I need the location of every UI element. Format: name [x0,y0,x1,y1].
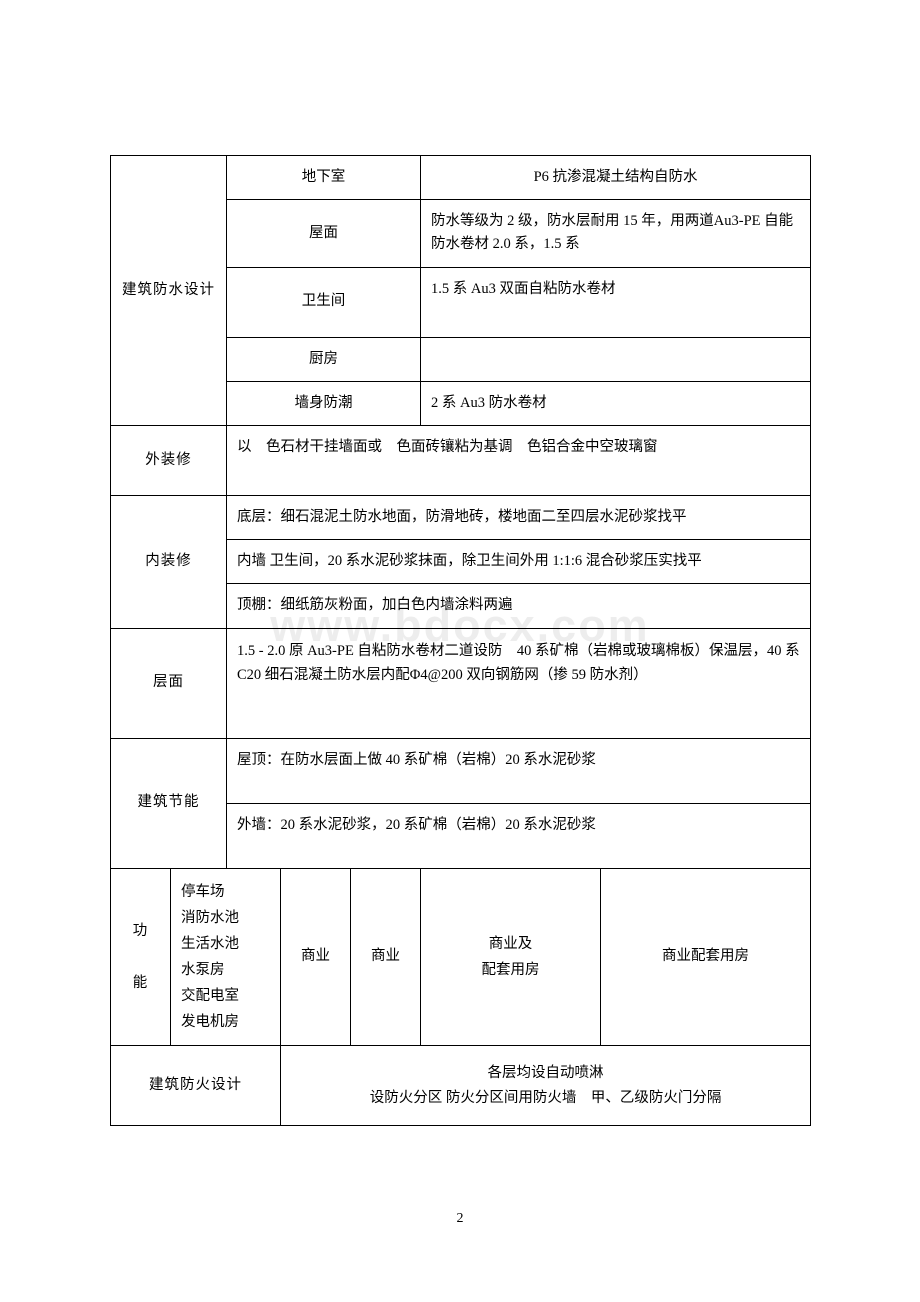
document-page: www.bdocx.com 建筑防水设计 地下室 P6 抗渗混凝土结构自防水 屋… [0,0,920,1302]
waterproof-header: 建筑防水设计 [111,156,227,426]
energy-header: 建筑节能 [111,738,227,868]
roof-layer-header: 层面 [111,628,227,738]
exterior-header: 外装修 [111,425,227,495]
function-label-1: 功 [133,923,149,939]
table-row: 建筑防水设计 地下室 P6 抗渗混凝土结构自防水 [111,156,811,200]
function-col4: 商业及配套用房 [421,868,601,1046]
table-row: 功 能 停车场消防水池生活水池水泵房交配电室发电机房 商业 商业 商业及配套用房… [111,868,811,1046]
table-row: 内装修 底层：细石混泥土防水地面，防滑地砖，楼地面二至四层水泥砂浆找平 [111,495,811,539]
waterproof-damp-desc: 2 系 Au3 防水卷材 [421,381,811,425]
waterproof-kitchen-desc [421,337,811,381]
function-col3: 商业 [351,868,421,1046]
function-col1: 停车场消防水池生活水池水泵房交配电室发电机房 [171,868,281,1046]
waterproof-basement-label: 地下室 [227,156,421,200]
waterproof-roof-desc: 防水等级为 2 级，防水层耐用 15 年，用两道Au3-PE 自能防水卷材 2.… [421,200,811,267]
roof-layer-desc: 1.5 - 2.0 原 Au3-PE 自粘防水卷材二道设防 40 系矿棉（岩棉或… [227,628,811,738]
interior-header: 内装修 [111,495,227,628]
spec-table: 建筑防水设计 地下室 P6 抗渗混凝土结构自防水 屋面 防水等级为 2 级，防水… [110,155,811,1126]
interior-floor: 底层：细石混泥土防水地面，防滑地砖，楼地面二至四层水泥砂浆找平 [227,495,811,539]
table-row: 建筑节能 屋顶：在防水层面上做 40 系矿棉（岩棉）20 系水泥砂浆 [111,738,811,803]
table-row: 层面 1.5 - 2.0 原 Au3-PE 自粘防水卷材二道设防 40 系矿棉（… [111,628,811,738]
function-header: 功 能 [111,868,171,1046]
waterproof-bath-label: 卫生间 [227,267,421,337]
interior-ceiling: 顶棚：细纸筋灰粉面，加白色内墙涂料两遍 [227,584,811,628]
energy-roof: 屋顶：在防水层面上做 40 系矿棉（岩棉）20 系水泥砂浆 [227,738,811,803]
interior-wall: 内墙 卫生间，20 系水泥砂浆抹面，除卫生间外用 1:1:6 混合砂浆压实找平 [227,540,811,584]
function-col5: 商业配套用房 [601,868,811,1046]
waterproof-damp-label: 墙身防潮 [227,381,421,425]
waterproof-roof-label: 屋面 [227,200,421,267]
page-number: 2 [457,1211,464,1227]
table-row: 外装修 以 色石材干挂墙面或 色面砖镶粘为基调 色铝合金中空玻璃窗 [111,425,811,495]
energy-wall: 外墙：20 系水泥砂浆，20 系矿棉（岩棉）20 系水泥砂浆 [227,803,811,868]
fire-desc: 各层均设自动喷淋设防火分区 防火分区间用防火墙 甲、乙级防火门分隔 [281,1046,811,1126]
waterproof-kitchen-label: 厨房 [227,337,421,381]
function-col2: 商业 [281,868,351,1046]
waterproof-bath-desc: 1.5 系 Au3 双面自粘防水卷材 [421,267,811,337]
exterior-desc: 以 色石材干挂墙面或 色面砖镶粘为基调 色铝合金中空玻璃窗 [227,425,811,495]
function-label-2: 能 [133,975,149,991]
waterproof-basement-desc: P6 抗渗混凝土结构自防水 [421,156,811,200]
fire-header: 建筑防火设计 [111,1046,281,1126]
table-row: 建筑防火设计 各层均设自动喷淋设防火分区 防火分区间用防火墙 甲、乙级防火门分隔 [111,1046,811,1126]
